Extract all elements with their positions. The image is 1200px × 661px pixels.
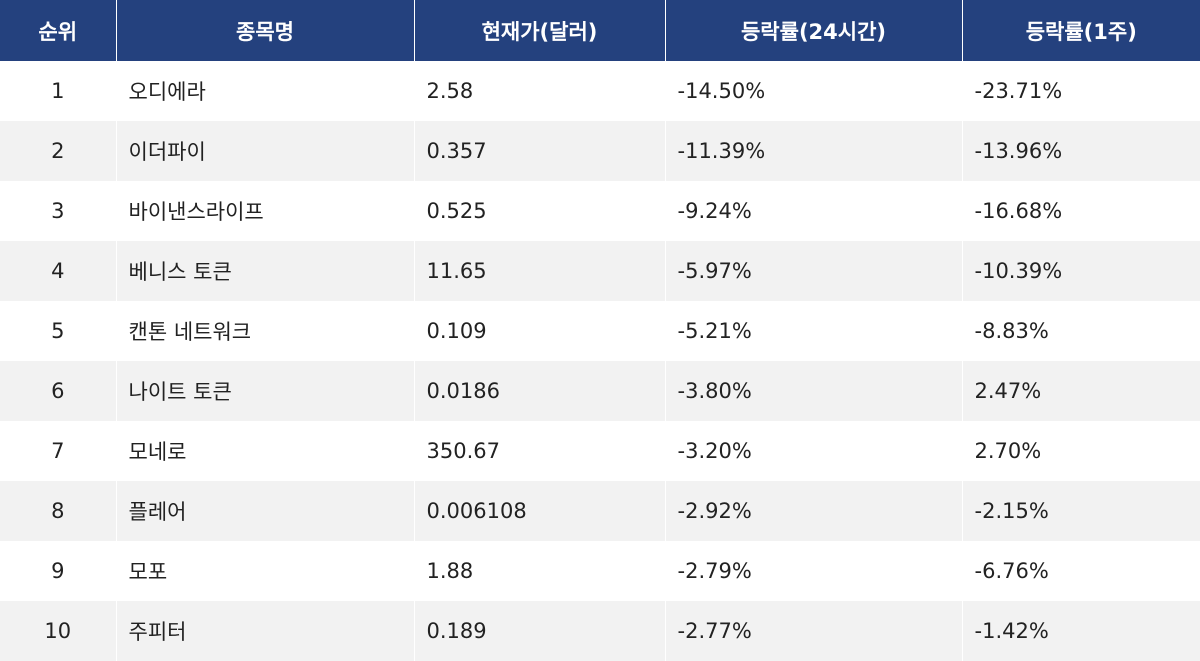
- rank-cell: 1: [0, 61, 116, 121]
- name-cell: 주피터: [115, 601, 414, 661]
- change-1w-cell: -23.71%: [961, 61, 1200, 121]
- change-24h-cell: -2.79%: [664, 541, 962, 601]
- change-24h-cell: -5.21%: [664, 301, 962, 361]
- change-1w-cell: 2.70%: [961, 421, 1200, 481]
- name-cell: 바이낸스라이프: [115, 181, 414, 241]
- change-1w-cell: -6.76%: [961, 541, 1200, 601]
- header-change-1w: 등락률(1주): [961, 0, 1200, 61]
- change-1w-cell: -13.96%: [961, 121, 1200, 181]
- table-row: 5 캔톤 네트워크 0.109 -5.21% -8.83%: [0, 301, 1200, 361]
- table-row: 1 오디에라 2.58 -14.50% -23.71%: [0, 61, 1200, 121]
- table-body: 1 오디에라 2.58 -14.50% -23.71% 2 이더파이 0.357…: [0, 61, 1200, 661]
- change-24h-cell: -14.50%: [664, 61, 962, 121]
- rank-cell: 3: [0, 181, 116, 241]
- name-cell: 오디에라: [115, 61, 414, 121]
- change-24h-cell: -3.80%: [664, 361, 962, 421]
- table-header: 순위 종목명 현재가(달러) 등락률(24시간) 등락률(1주): [0, 0, 1200, 61]
- table-row: 7 모네로 350.67 -3.20% 2.70%: [0, 421, 1200, 481]
- price-cell: 350.67: [413, 421, 665, 481]
- price-cell: 0.525: [413, 181, 665, 241]
- table-row: 10 주피터 0.189 -2.77% -1.42%: [0, 601, 1200, 661]
- price-cell: 0.357: [413, 121, 665, 181]
- change-1w-cell: 2.47%: [961, 361, 1200, 421]
- price-cell: 0.189: [413, 601, 665, 661]
- rank-cell: 6: [0, 361, 116, 421]
- change-1w-cell: -2.15%: [961, 481, 1200, 541]
- rank-cell: 9: [0, 541, 116, 601]
- change-1w-cell: -16.68%: [961, 181, 1200, 241]
- rank-cell: 2: [0, 121, 116, 181]
- table-row: 3 바이낸스라이프 0.525 -9.24% -16.68%: [0, 181, 1200, 241]
- change-24h-cell: -5.97%: [664, 241, 962, 301]
- table-row: 2 이더파이 0.357 -11.39% -13.96%: [0, 121, 1200, 181]
- price-cell: 11.65: [413, 241, 665, 301]
- name-cell: 캔톤 네트워크: [115, 301, 414, 361]
- name-cell: 나이트 토큰: [115, 361, 414, 421]
- rank-cell: 4: [0, 241, 116, 301]
- price-cell: 0.006108: [413, 481, 665, 541]
- rank-cell: 10: [0, 601, 116, 661]
- table-row: 8 플레어 0.006108 -2.92% -2.15%: [0, 481, 1200, 541]
- header-rank: 순위: [0, 0, 116, 61]
- rank-cell: 7: [0, 421, 116, 481]
- name-cell: 모네로: [115, 421, 414, 481]
- table-row: 9 모포 1.88 -2.79% -6.76%: [0, 541, 1200, 601]
- name-cell: 베니스 토큰: [115, 241, 414, 301]
- change-24h-cell: -2.77%: [664, 601, 962, 661]
- name-cell: 플레어: [115, 481, 414, 541]
- rank-cell: 8: [0, 481, 116, 541]
- change-1w-cell: -1.42%: [961, 601, 1200, 661]
- price-cell: 0.0186: [413, 361, 665, 421]
- change-24h-cell: -2.92%: [664, 481, 962, 541]
- header-change-24h: 등락률(24시간): [664, 0, 962, 61]
- header-price: 현재가(달러): [413, 0, 665, 61]
- table-row: 4 베니스 토큰 11.65 -5.97% -10.39%: [0, 241, 1200, 301]
- rank-cell: 5: [0, 301, 116, 361]
- header-row: 순위 종목명 현재가(달러) 등락률(24시간) 등락률(1주): [0, 0, 1200, 61]
- change-24h-cell: -9.24%: [664, 181, 962, 241]
- price-cell: 0.109: [413, 301, 665, 361]
- name-cell: 모포: [115, 541, 414, 601]
- header-name: 종목명: [115, 0, 414, 61]
- change-24h-cell: -11.39%: [664, 121, 962, 181]
- change-1w-cell: -8.83%: [961, 301, 1200, 361]
- price-cell: 1.88: [413, 541, 665, 601]
- change-24h-cell: -3.20%: [664, 421, 962, 481]
- price-cell: 2.58: [413, 61, 665, 121]
- name-cell: 이더파이: [115, 121, 414, 181]
- table-row: 6 나이트 토큰 0.0186 -3.80% 2.47%: [0, 361, 1200, 421]
- change-1w-cell: -10.39%: [961, 241, 1200, 301]
